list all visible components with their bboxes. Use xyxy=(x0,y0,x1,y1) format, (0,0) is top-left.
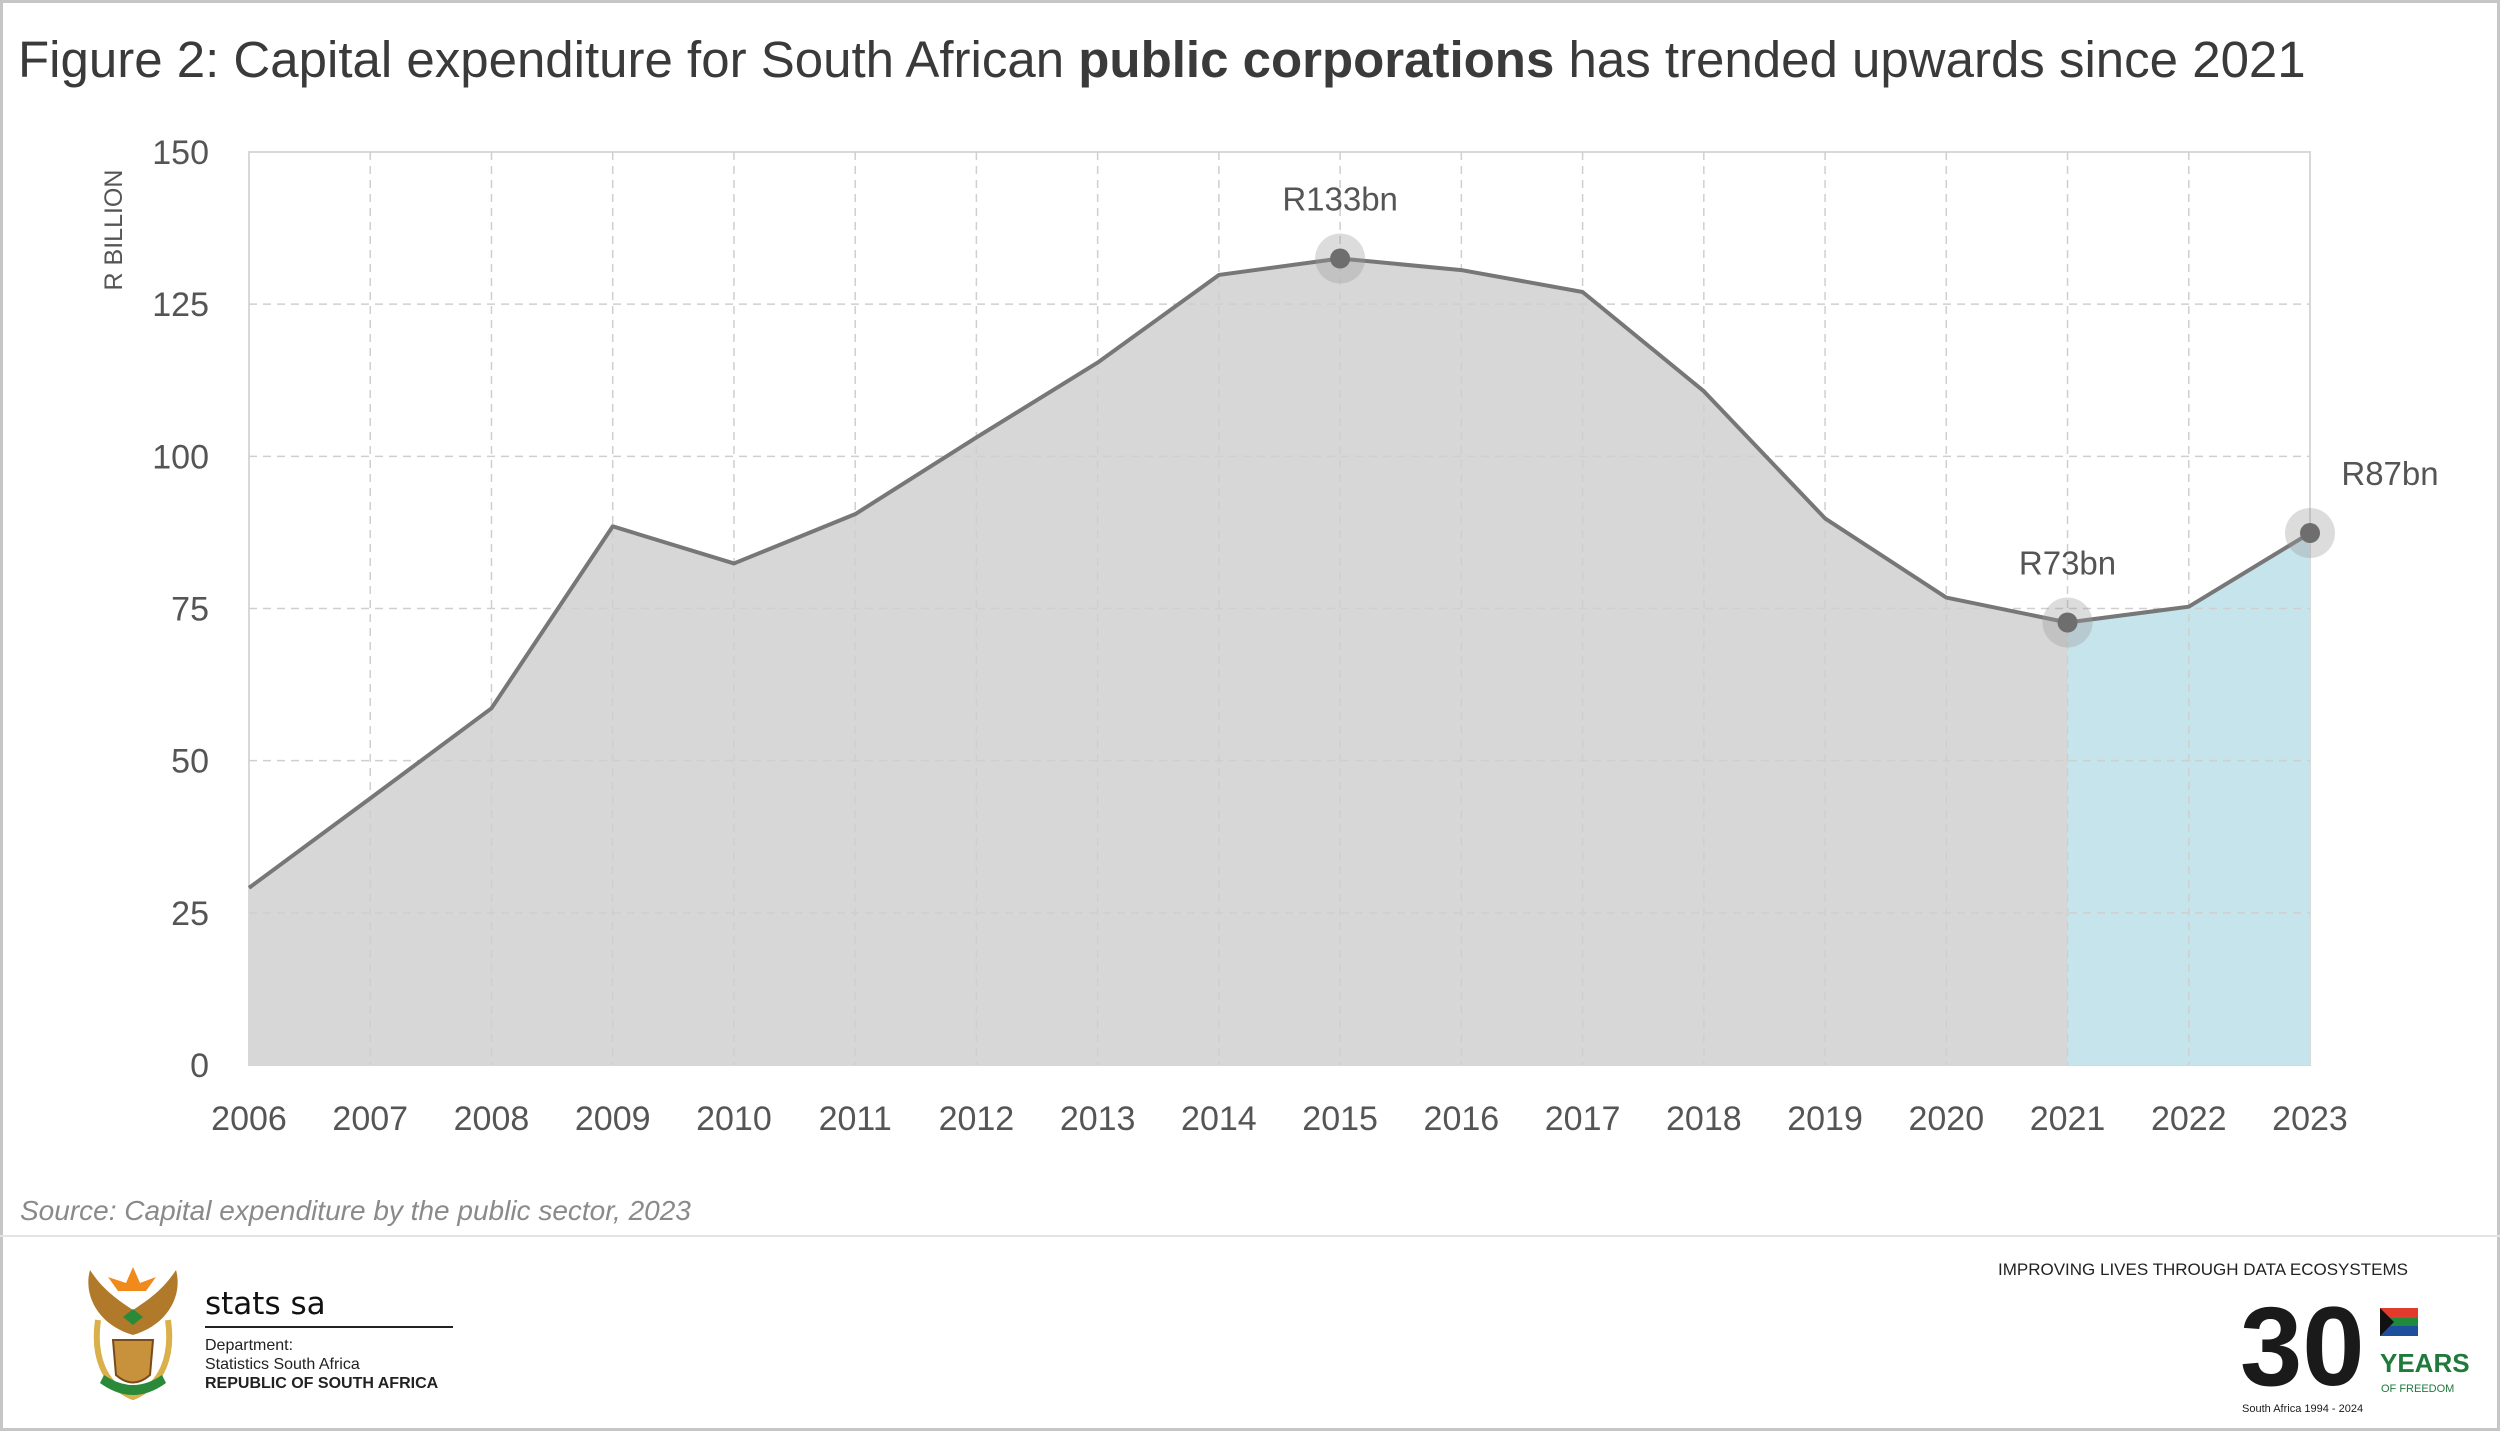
area-fill xyxy=(249,258,2068,1065)
data-label: R133bn xyxy=(1282,181,1398,218)
x-tick-label: 2021 xyxy=(2030,1100,2106,1138)
x-tick-label: 2011 xyxy=(819,1100,892,1138)
x-tick-label: 2019 xyxy=(1787,1100,1863,1138)
x-tick-label: 2022 xyxy=(2151,1100,2227,1138)
logo-ring-text: South Africa 1994 - 2024 xyxy=(2242,1403,2363,1415)
footer-divider xyxy=(0,1235,2500,1237)
logo-years-text: YEARS xyxy=(2380,1348,2470,1378)
department-text: Department: Statistics South Africa REPU… xyxy=(205,1336,438,1393)
30-years-freedom-logo: 30 South Africa 1994 - 2024 YEARS OF FRE… xyxy=(2240,1290,2470,1415)
x-tick-label: 2017 xyxy=(1545,1100,1621,1138)
data-label: R73bn xyxy=(2019,544,2116,581)
x-tick-label: 2009 xyxy=(575,1100,651,1138)
area-chart: 0 25 50 75 100 125 150 2006 2007 2008 2009 2010 2011… xyxy=(100,134,2439,1138)
y-tick-label: 0 xyxy=(190,1047,209,1085)
x-tick-label: 2013 xyxy=(1060,1100,1136,1138)
x-tick-label: 2020 xyxy=(1908,1100,1984,1138)
logo-30-number: 30 xyxy=(2240,1290,2365,1409)
y-tick-label: 150 xyxy=(152,134,209,172)
brand-underline xyxy=(205,1326,453,1328)
x-tick-label: 2007 xyxy=(332,1100,408,1138)
data-label: R87bn xyxy=(2341,455,2438,492)
x-tick-label: 2006 xyxy=(211,1100,287,1138)
data-point-marker xyxy=(1330,248,1351,269)
title-bold-text: public corporations xyxy=(1078,31,1555,88)
dept-name: Statistics South Africa xyxy=(205,1356,360,1373)
y-tick-label: 75 xyxy=(171,591,209,629)
y-tick-label: 125 xyxy=(152,286,209,324)
y-tick-label: 100 xyxy=(152,438,209,476)
x-tick-label: 2012 xyxy=(939,1100,1015,1138)
y-tick-label: 50 xyxy=(171,743,209,781)
source-note: Source: Capital expenditure by the publi… xyxy=(20,1195,691,1226)
stats-sa-brand: stats sa xyxy=(205,1286,326,1322)
x-tick-label: 2008 xyxy=(454,1100,530,1138)
series-line xyxy=(247,256,2312,890)
data-point-marker xyxy=(2300,523,2320,544)
tagline: IMPROVING LIVES THROUGH DATA ECOSYSTEMS xyxy=(1998,1260,2408,1279)
title-text-end: has trended upwards since 2021 xyxy=(1554,31,2306,88)
x-tick-label: 2010 xyxy=(696,1100,772,1138)
y-tick-label: 25 xyxy=(171,895,209,933)
logo-freedom-text: OF FREEDOM xyxy=(2381,1383,2454,1395)
y-axis-label: R BILLION xyxy=(100,170,128,291)
x-tick-label: 2015 xyxy=(1302,1100,1378,1138)
title-text: Figure 2: Capital expenditure for South … xyxy=(18,31,1079,88)
x-tick-label: 2014 xyxy=(1181,1100,1257,1138)
data-point-marker xyxy=(2057,612,2078,633)
coat-of-arms-logo xyxy=(88,1267,178,1401)
x-tick-label: 2018 xyxy=(1666,1100,1742,1138)
x-tick-label: 2016 xyxy=(1424,1100,1500,1138)
figure-title: Figure 2: Capital expenditure for South … xyxy=(18,30,2306,89)
dept-line: Department: xyxy=(205,1337,294,1354)
country-name: REPUBLIC OF SOUTH AFRICA xyxy=(205,1375,439,1392)
x-tick-label: 2023 xyxy=(2272,1100,2348,1138)
